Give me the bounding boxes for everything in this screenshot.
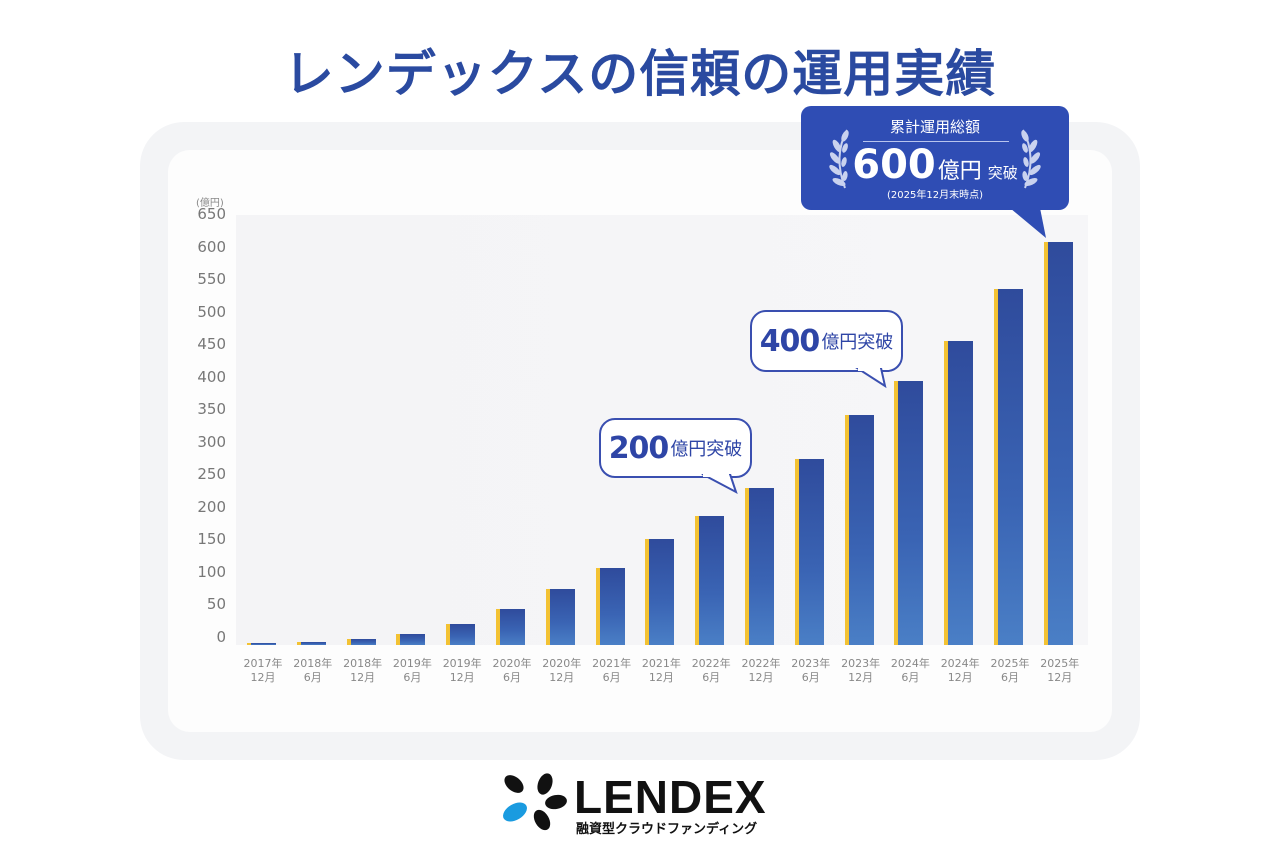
y-tick-label: 50 <box>206 595 226 614</box>
callout-400-number: 400 <box>759 323 821 359</box>
x-tick-label: 2018年 12月 <box>343 657 383 684</box>
callout-600-unit: 億円 <box>937 159 982 184</box>
y-tick-label: 150 <box>197 530 226 549</box>
x-tick-label: 2019年 6月 <box>392 657 432 684</box>
x-tick-label: 2020年 6月 <box>492 657 532 684</box>
bar <box>745 488 774 645</box>
callout-200: 200 億円突破 <box>599 418 752 478</box>
y-axis-unit: (億円) <box>196 198 224 209</box>
x-tick-label: 2025年 12月 <box>1040 657 1080 684</box>
y-tick-label: 400 <box>197 367 226 386</box>
y-tick-label: 250 <box>197 465 226 484</box>
bar <box>944 341 974 645</box>
callout-200-unit: 億円突破 <box>670 439 743 460</box>
x-tick-label: 2020年 12月 <box>542 657 582 684</box>
y-tick-label: 450 <box>197 335 226 354</box>
bar <box>994 289 1023 645</box>
bar <box>894 381 924 645</box>
callout-200-tail <box>701 474 738 495</box>
callout-600-divider <box>863 141 1009 142</box>
callout-400-unit: 億円突破 <box>821 332 894 353</box>
x-tick-label: 2022年 6月 <box>691 657 731 684</box>
bar <box>595 568 625 645</box>
y-tick-label: 200 <box>197 497 226 516</box>
bar <box>844 414 874 645</box>
callout-400-tail <box>855 368 887 389</box>
logo-tagline: 融資型クラウドファンディング <box>576 822 758 837</box>
callout-400: 400 億円突破 <box>750 310 903 372</box>
callout-600-suffix: 突破 <box>987 164 1018 182</box>
bar <box>296 641 326 645</box>
x-tick-label: 2018年 6月 <box>293 657 333 684</box>
bar <box>794 458 824 645</box>
logo-wordmark: LENDEX <box>574 771 767 823</box>
laurel-right-icon <box>1021 129 1041 189</box>
x-tick-label: 2021年 6月 <box>592 657 632 684</box>
x-tick-label: 2025年 6月 <box>990 657 1030 684</box>
y-tick-label: 0 <box>216 628 226 646</box>
callout-600-tail <box>1010 208 1046 238</box>
bar <box>645 538 675 645</box>
x-tick-label: 2021年 12月 <box>641 657 681 684</box>
bar <box>396 633 426 645</box>
page-title: レンデックスの信頼の運用実績 <box>283 45 997 103</box>
x-tick-label: 2022年 12月 <box>741 657 781 684</box>
bar <box>247 643 276 645</box>
y-tick-label: 550 <box>197 270 226 289</box>
x-tick-label: 2024年 12月 <box>940 657 980 684</box>
bar <box>1043 241 1073 645</box>
y-tick-label: 600 <box>197 237 226 256</box>
y-tick-label: 100 <box>197 562 226 581</box>
callout-600-number: 600 <box>852 142 936 188</box>
bar <box>446 623 476 645</box>
y-tick-label: 300 <box>197 432 226 451</box>
lendex-logo: LENDEX 融資型クラウドファンディング <box>500 770 780 840</box>
callout-600-note: (2025年12月末時点) <box>887 190 983 201</box>
x-tick-label: 2023年 12月 <box>841 657 881 684</box>
x-tick-label: 2024年 6月 <box>890 657 930 684</box>
callout-600: 累計運用総額 600億円 突破 (2025年12月末時点) <box>801 106 1069 210</box>
y-tick-label: 650 <box>197 205 226 223</box>
bar <box>695 516 725 645</box>
lendex-mark-icon <box>503 773 567 831</box>
bar <box>545 589 575 645</box>
callout-200-number: 200 <box>608 430 670 466</box>
bar <box>346 639 376 645</box>
x-tick-label: 2023年 6月 <box>791 657 831 684</box>
x-tick-label: 2017年 12月 <box>243 657 283 684</box>
x-tick-label: 2019年 12月 <box>442 657 482 684</box>
callout-600-label: 累計運用総額 <box>889 118 980 136</box>
laurel-left-icon <box>829 129 849 189</box>
y-tick-label: 500 <box>197 302 226 321</box>
bar <box>496 608 525 645</box>
y-tick-label: 350 <box>197 400 226 419</box>
